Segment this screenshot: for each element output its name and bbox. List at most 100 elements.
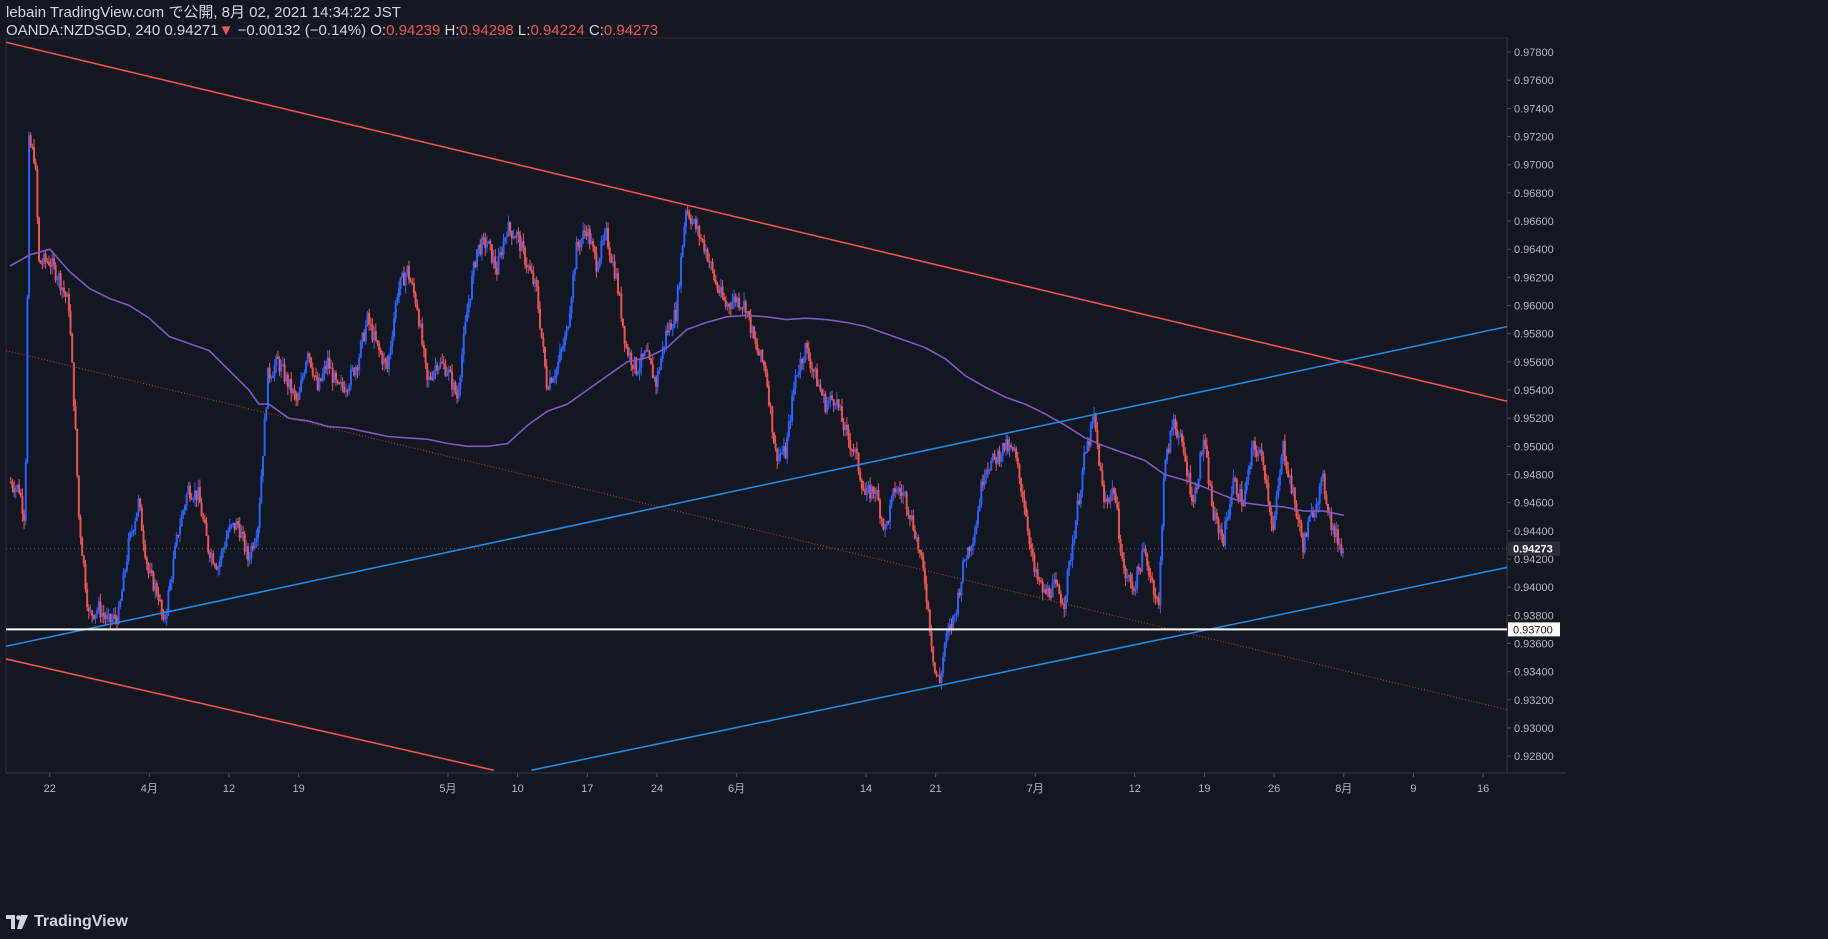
candle-body <box>1258 449 1261 454</box>
candle-body <box>1043 589 1046 593</box>
candle-body <box>281 364 284 366</box>
candle-body <box>1219 529 1222 533</box>
candle-body <box>696 226 699 230</box>
candle-body <box>1071 543 1074 560</box>
candle-body <box>464 321 467 334</box>
candle-body <box>369 324 372 326</box>
candle-body <box>1144 548 1147 555</box>
candle-body <box>106 615 109 620</box>
candle-body <box>275 356 278 366</box>
candle-body <box>1137 566 1140 570</box>
candle-body <box>479 244 482 255</box>
candle-body <box>398 288 401 297</box>
candle-body <box>1293 487 1296 504</box>
candle-body <box>16 484 19 488</box>
candle-body <box>1167 448 1170 453</box>
candle-body <box>145 557 148 564</box>
candle-body <box>1277 485 1280 497</box>
candle-body <box>741 307 744 309</box>
candle-body <box>391 336 394 347</box>
candle-body <box>472 262 475 277</box>
candle-body <box>1127 574 1130 578</box>
candle-body <box>399 277 402 289</box>
candle-body <box>577 241 580 247</box>
candle-body <box>217 567 220 570</box>
y-tick-label: 0.94200 <box>1514 554 1554 566</box>
candle-body <box>751 326 754 334</box>
candle-body <box>656 371 659 387</box>
candle-body <box>1142 548 1145 551</box>
candle-body <box>902 492 905 496</box>
candle-body <box>1308 515 1311 522</box>
candle-body <box>220 551 223 561</box>
candle-body <box>165 611 168 619</box>
candle-body <box>985 470 988 476</box>
candle-body <box>207 535 210 553</box>
candle-body <box>1114 493 1117 503</box>
candle-body <box>509 222 512 232</box>
candle-body <box>630 352 633 365</box>
candle-body <box>728 303 731 307</box>
candle-body <box>142 530 145 545</box>
candle-body <box>396 296 399 303</box>
candle-body <box>1207 457 1210 485</box>
candle-body <box>169 582 172 591</box>
candle-body <box>1255 450 1258 457</box>
candle-body <box>139 498 142 508</box>
candle-body <box>91 610 94 616</box>
candle-body <box>641 353 644 357</box>
level-price-label: 0.93700 <box>1513 624 1553 636</box>
candle-body <box>1244 490 1247 507</box>
candle-body <box>320 378 323 381</box>
candle-body <box>713 270 716 280</box>
candle-body <box>913 529 916 539</box>
candle-body <box>311 367 314 376</box>
y-tick-label: 0.95000 <box>1514 441 1554 453</box>
candle-body <box>1103 484 1106 502</box>
candle-body <box>195 490 198 501</box>
candle-body <box>636 372 639 375</box>
candle-body <box>976 510 979 524</box>
x-tick-label: 5月 <box>439 783 456 795</box>
candle-body <box>205 522 208 536</box>
candle-body <box>761 349 764 362</box>
candle-body <box>824 393 827 413</box>
candle-body <box>115 618 118 625</box>
candle-body <box>94 613 97 619</box>
candle-body <box>519 234 522 252</box>
candle-body <box>691 220 694 225</box>
candle-body <box>854 448 857 453</box>
candle-body <box>806 343 809 349</box>
candle-body <box>1189 472 1192 495</box>
candle-body <box>243 533 246 552</box>
candle-body <box>485 243 488 248</box>
candle-body <box>600 241 603 259</box>
tradingview-brand[interactable]: TradingView <box>6 913 128 931</box>
candle-body <box>578 246 581 248</box>
candle-body <box>1300 523 1303 537</box>
candle-body <box>1194 488 1197 502</box>
candle-body <box>47 261 50 265</box>
candle-body <box>1174 418 1177 430</box>
candle-body <box>748 311 751 315</box>
candle-body <box>865 487 868 496</box>
candle-body <box>1151 577 1154 581</box>
candle-body <box>54 264 57 280</box>
candle-body <box>361 332 364 342</box>
candle-body <box>610 255 613 263</box>
candle-body <box>699 237 702 239</box>
candle-body <box>739 307 742 309</box>
candle-body <box>545 366 548 389</box>
candle-body <box>932 646 935 663</box>
candle-body <box>462 333 465 356</box>
candle-body <box>821 390 824 396</box>
candle-body <box>744 300 747 314</box>
candle-body <box>466 312 469 322</box>
candle-body <box>615 272 618 279</box>
level-price-tag <box>1508 622 1560 637</box>
y-tick-label: 0.94600 <box>1514 498 1554 510</box>
candle-body <box>119 600 122 608</box>
candle-body <box>568 313 571 327</box>
candle-body <box>957 592 960 614</box>
